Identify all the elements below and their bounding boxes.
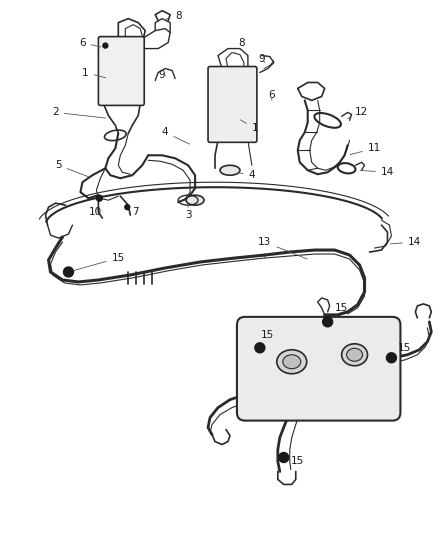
Text: 6: 6 — [79, 38, 101, 47]
FancyBboxPatch shape — [237, 317, 400, 421]
Text: 5: 5 — [55, 160, 90, 177]
Text: 3: 3 — [185, 205, 191, 220]
Text: 8: 8 — [163, 11, 181, 21]
Text: 7: 7 — [128, 207, 138, 217]
Ellipse shape — [346, 348, 363, 361]
Text: 9: 9 — [258, 53, 265, 63]
Ellipse shape — [277, 350, 307, 374]
Circle shape — [323, 317, 332, 327]
Ellipse shape — [220, 165, 240, 175]
Circle shape — [255, 343, 265, 353]
Text: 8: 8 — [235, 38, 245, 53]
Text: 4: 4 — [162, 127, 190, 144]
Ellipse shape — [283, 355, 301, 369]
FancyBboxPatch shape — [99, 37, 144, 106]
Text: 15: 15 — [261, 330, 275, 345]
Ellipse shape — [186, 195, 204, 205]
Text: 2: 2 — [52, 108, 106, 118]
Circle shape — [125, 205, 130, 209]
Text: 1: 1 — [240, 120, 258, 133]
Text: 12: 12 — [348, 108, 368, 118]
Text: 15: 15 — [330, 303, 348, 320]
Circle shape — [386, 353, 396, 363]
Text: 11: 11 — [350, 143, 381, 155]
Text: 14: 14 — [390, 237, 421, 247]
Text: 6: 6 — [268, 91, 275, 100]
Text: 4: 4 — [239, 170, 255, 180]
Text: 13: 13 — [258, 237, 307, 259]
Text: 15: 15 — [71, 253, 125, 271]
Circle shape — [64, 267, 74, 277]
Text: 10: 10 — [89, 207, 102, 217]
Text: 14: 14 — [360, 167, 394, 177]
Text: 15: 15 — [284, 456, 304, 466]
Circle shape — [96, 195, 102, 201]
Text: 9: 9 — [159, 70, 166, 80]
Ellipse shape — [342, 344, 367, 366]
Circle shape — [103, 43, 108, 48]
FancyBboxPatch shape — [208, 67, 257, 142]
Text: 1: 1 — [82, 68, 106, 78]
Circle shape — [279, 453, 289, 463]
Text: 15: 15 — [392, 343, 411, 358]
